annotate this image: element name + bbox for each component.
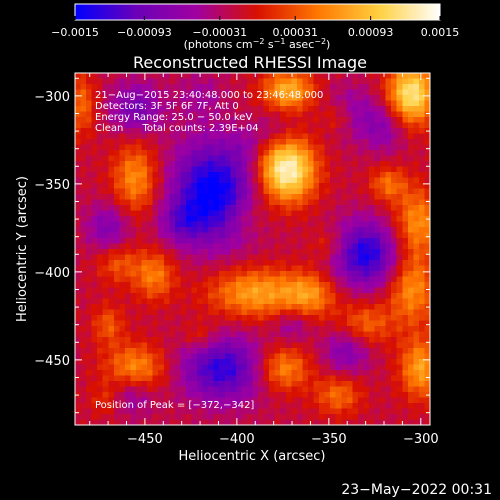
y-tick-label: −300 [34,90,70,105]
colorbar-tick-label: −0.00093 [117,26,172,39]
colorbar-tick-label: 0.00031 [272,26,318,39]
y-axis-label: Heliocentric Y (arcsec) [15,176,30,322]
annotation-peak-position: Position of Peak = [−372,−342] [95,400,254,411]
x-tick-label: −400 [219,432,255,447]
x-axis-label: Heliocentric X (arcsec) [179,449,326,464]
y-tick-label: −350 [34,178,70,193]
colorbar-tick-label: 0.0015 [421,26,460,39]
heatmap-image [75,73,430,425]
chart-title: Reconstructed RHESSI Image [133,53,367,72]
annotation-energy-range: Energy Range: 25.0 − 50.0 keV [95,112,252,123]
colorbar-unit-label: (photons cm−2 s−1 asec−2) [184,37,331,51]
plot-frame [74,72,431,426]
annotation-time-range: 21−Aug−2015 23:40:48.000 to 23:46:48.000 [95,90,323,101]
x-tick-label: −350 [311,432,347,447]
colorbar-tick-label: −0.00031 [192,26,247,39]
annotation-detectors: Detectors: 3F 5F 6F 7F, Att 0 [95,101,239,112]
colorbar-ticks: −0.0015 −0.00093 −0.00031 0.00031 0.00093 0.0… [51,16,459,39]
annotation-block: 21−Aug−2015 23:40:48.000 to 23:46:48.000… [95,90,323,411]
render-timestamp: 23−May−2022 00:31 [341,482,492,498]
colorbar-tick-label: −0.0015 [51,26,99,39]
y-tick-label: −450 [34,354,70,369]
x-tick-label: −450 [127,432,163,447]
colorbar-tick-label: 0.00093 [348,26,394,39]
y-tick-label: −400 [34,266,70,281]
axis-ticks: −450 −400 −350 −300 −300 −350 −400 −450 [34,73,439,447]
x-tick-label: −300 [403,432,439,447]
annotation-clean-counts: Clean Total counts: 2.39E+04 [95,123,259,134]
colorbar [74,3,441,21]
